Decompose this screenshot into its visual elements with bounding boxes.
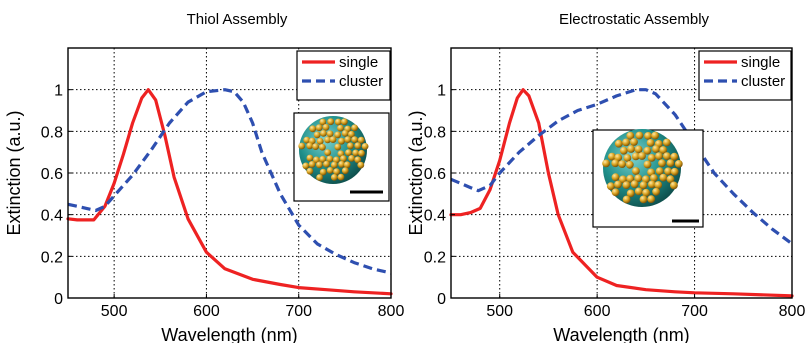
tick-label-y: 0.8 <box>41 124 63 141</box>
tick-label-y: 0 <box>437 291 446 308</box>
chart-panel-electrostatic: Electrostatic Assembly 500 600 700 800 0 0.2 0… <box>406 0 811 343</box>
chart-title: Electrostatic Assembly <box>558 11 710 28</box>
axis-label-x: Wavelength (nm) <box>161 325 297 343</box>
tick-label-x: 700 <box>681 303 708 320</box>
tick-label-y: 0.2 <box>41 249 63 266</box>
tick-label-x: 500 <box>486 303 513 320</box>
axis-label-y: Extinction (a.u.) <box>4 110 24 235</box>
chart-panel-thiol: Thiol Assembly 500 600 700 800 0 0.2 0.4 0.6 0.8… <box>4 11 405 343</box>
tick-label-y: 1 <box>437 83 446 100</box>
tick-label-y: 0.8 <box>424 124 446 141</box>
tick-label-x: 700 <box>285 303 312 320</box>
legend-label-cluster: cluster <box>339 73 383 90</box>
series-line-cluster <box>67 88 392 275</box>
series-line-single <box>449 88 794 298</box>
chart-electrostatic: 500 600 700 800 0 0.2 0.4 0.6 0.8 1 Wavelength (nm… <box>406 47 806 343</box>
tick-label-y: 0.2 <box>424 249 446 266</box>
tick-label-y: 0.6 <box>41 166 63 183</box>
legend-box <box>296 50 391 101</box>
series-line-single <box>66 88 393 296</box>
chart-title: Thiol Assembly <box>186 11 288 28</box>
legend-label-single: single <box>741 54 780 71</box>
tick-label-y: 0 <box>54 291 63 308</box>
tick-label-x: 600 <box>193 303 220 320</box>
tick-label-x: 500 <box>101 303 128 320</box>
tick-label-y: 1 <box>54 83 63 100</box>
legend-label-cluster: cluster <box>741 73 785 90</box>
tick-label-y: 0.4 <box>424 208 446 225</box>
chart-thiol: 500 600 700 800 0 0.2 0.4 0.6 0.8 1 Wavelength (nm… <box>4 47 405 343</box>
tick-label-x: 800 <box>378 303 405 320</box>
legend-label-single: single <box>339 54 378 71</box>
tick-label-x: 800 <box>779 303 806 320</box>
legend-box <box>698 50 792 101</box>
tick-label-x: 600 <box>584 303 611 320</box>
axis-label-y: Extinction (a.u.) <box>406 110 426 235</box>
tick-label-y: 0.6 <box>424 166 446 183</box>
series-line-cluster <box>450 88 793 246</box>
tick-label-y: 0.4 <box>41 208 63 225</box>
axis-label-x: Wavelength (nm) <box>553 325 689 343</box>
